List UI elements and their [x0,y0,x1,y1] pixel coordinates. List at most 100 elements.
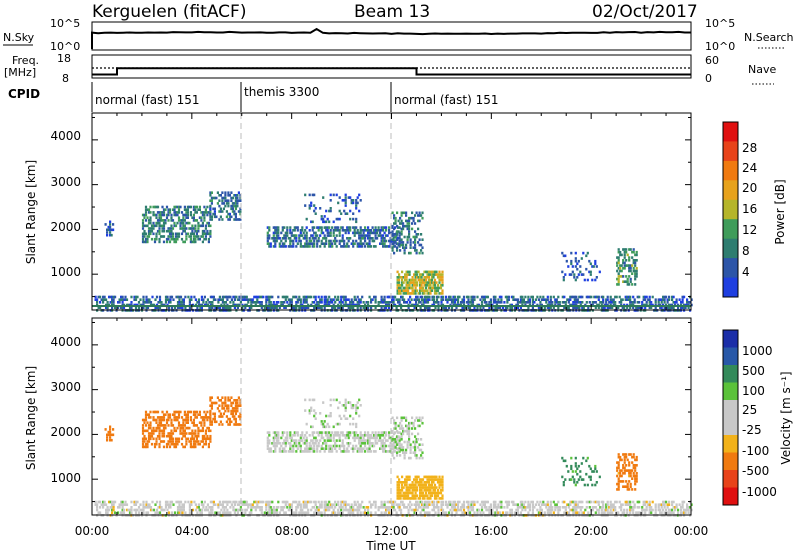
velocity-echo-cell [152,429,155,433]
velocity-echo-cell [380,442,383,445]
velocity-echo-cell [181,511,184,514]
power-echo-cell [675,298,678,301]
velocity-echo-cell [122,503,126,506]
power-echo-cell [212,295,215,299]
velocity-echo-cell [171,424,175,427]
power-echo-cell [510,306,513,309]
velocity-echo-cell [201,434,204,438]
power-echo-cell [398,237,401,240]
power-echo-cell [424,284,428,287]
velocity-echo-cell [486,500,489,504]
power-echo-cell [334,239,337,243]
power-echo-cell [201,229,204,233]
velocity-echo-cell [681,506,684,509]
power-echo-cell [401,289,404,292]
velocity-echo-cell [320,444,323,448]
power-echo-cell [551,301,554,304]
power-echo-cell [432,301,436,304]
velocity-echo-cell [290,450,293,453]
power-echo-cell [672,306,675,309]
velocity-echo-cell [224,500,227,504]
velocity-echo-cell [153,442,157,446]
power-echo-cell [162,229,166,233]
velocity-echo-cell [292,439,295,442]
power-echo-cell [197,235,200,238]
velocity-echo-cell [215,420,218,424]
power-echo-cell [332,239,335,243]
power-echo-cell [286,229,289,232]
power-echo-cell [453,301,457,304]
velocity-echo-cell [193,500,196,504]
power-echo-cell [250,298,253,301]
power-echo-cell [200,224,203,228]
power-echo-cell [192,208,195,211]
velocity-echo-cell [537,511,540,514]
power-echo-cell [277,234,280,237]
power-echo-cell [310,201,313,205]
velocity-echo-cell [383,503,386,506]
velocity-echo-cell [548,511,551,514]
velocity-echo-cell [134,508,138,512]
power-echo-cell [158,306,162,309]
velocity-echo-cell [161,432,164,435]
power-echo-cell [572,306,575,309]
power-echo-cell [158,211,161,214]
velocity-echo-cell [248,511,251,514]
power-echo-cell [341,237,344,240]
power-echo-cell [210,199,213,202]
power-echo-cell [329,209,332,213]
velocity-echo-cell [340,508,343,512]
power-echo-cell [393,251,396,255]
velocity-echo-cell [663,506,666,509]
power-echo-cell [314,234,317,237]
power-echo-cell [606,295,609,299]
velocity-echo-cell [195,410,198,414]
velocity-echo-cell [316,439,319,442]
velocity-echo-cell [284,439,287,442]
velocity-echo-cell [295,450,298,453]
velocity-echo-cell [491,511,494,514]
power-echo-cell [382,245,385,248]
power-echo-cell [629,306,632,309]
velocity-echo-cell [194,508,197,512]
velocity-echo-cell [237,404,240,407]
velocity-echo-cell [260,500,263,504]
velocity-echo-cell [512,500,515,504]
velocity-echo-cell [426,511,430,514]
velocity-echo-cell [301,450,304,453]
velocity-echo-cell [227,399,230,402]
power-echo-cell [167,219,170,222]
velocity-echo-cell [398,444,401,448]
power-echo-cell [374,231,377,235]
power-echo-cell [328,231,331,235]
power-echo-cell [407,306,410,309]
velocity-echo-cell [141,442,145,446]
velocity-echo-cell [244,511,247,514]
power-echo-cell [429,292,432,295]
velocity-echo-cell [182,508,185,512]
velocity-echo-cell [171,440,175,443]
power-echo-cell [557,306,560,309]
velocity-echo-cell [497,511,500,514]
velocity-echo-cell [316,450,319,453]
velocity-echo-cell [112,433,115,437]
power-echo-cell [414,230,417,233]
velocity-echo-cell [626,511,629,514]
power-echo-cell [581,295,584,299]
velocity-echo-cell [307,447,310,450]
power-echo-cell [429,270,432,274]
power-echo-cell [594,259,597,263]
power-echo-cell [414,235,417,239]
power-echo-cell [298,298,301,301]
velocity-echo-cell [353,431,356,434]
power-echo-cell [549,301,552,304]
power-echo-cell [441,306,445,309]
velocity-echo-cell [391,431,394,434]
velocity-echo-cell [211,506,214,509]
power-echo-cell [156,221,160,225]
power-echo-cell [293,226,296,229]
power-echo-cell [513,306,516,309]
power-echo-cell [192,216,195,219]
velocity-echo-cell [200,511,203,514]
freq-nave-panel: Freq. [MHz] 18 8 60 0 Nave [4,52,776,85]
